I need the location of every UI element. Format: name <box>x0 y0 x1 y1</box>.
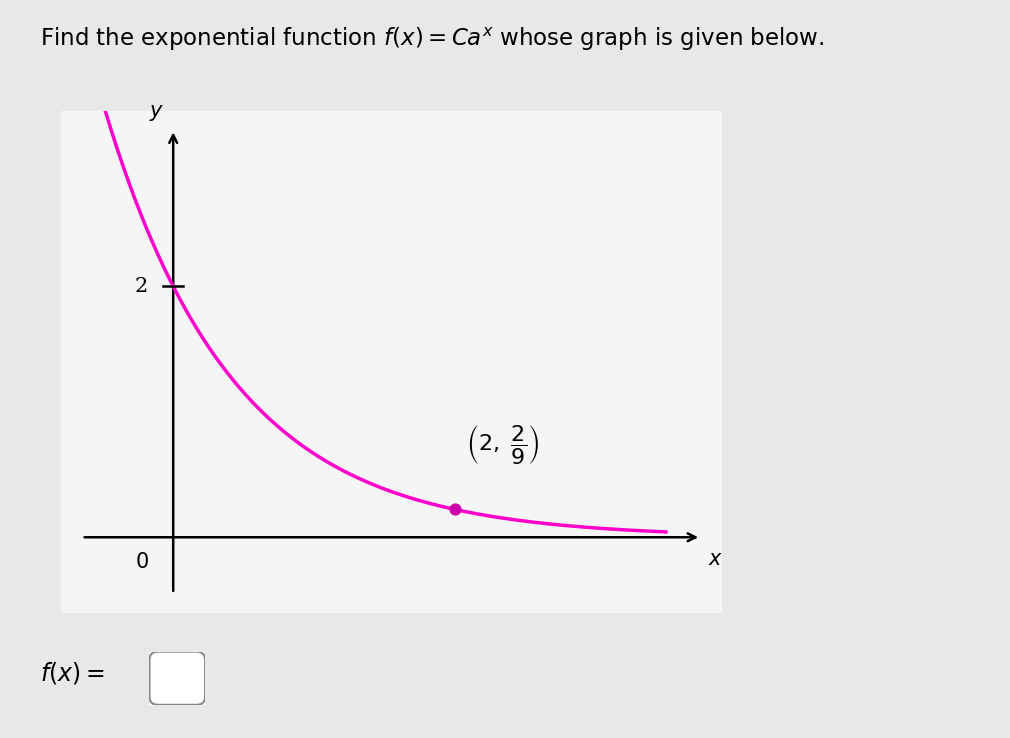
Point <box>446 503 463 515</box>
FancyBboxPatch shape <box>149 652 205 705</box>
Text: $y$: $y$ <box>148 103 164 123</box>
Text: $f(x) =$: $f(x) =$ <box>40 660 105 686</box>
Text: Find the exponential function $f(x) = Ca^x$ whose graph is given below.: Find the exponential function $f(x) = Ca… <box>40 26 825 53</box>
Text: $0$: $0$ <box>135 552 149 573</box>
Text: 2: 2 <box>134 277 147 296</box>
Text: $\left(2,\ \dfrac{2}{9}\right)$: $\left(2,\ \dfrac{2}{9}\right)$ <box>466 423 539 466</box>
Text: $x$: $x$ <box>708 551 723 569</box>
